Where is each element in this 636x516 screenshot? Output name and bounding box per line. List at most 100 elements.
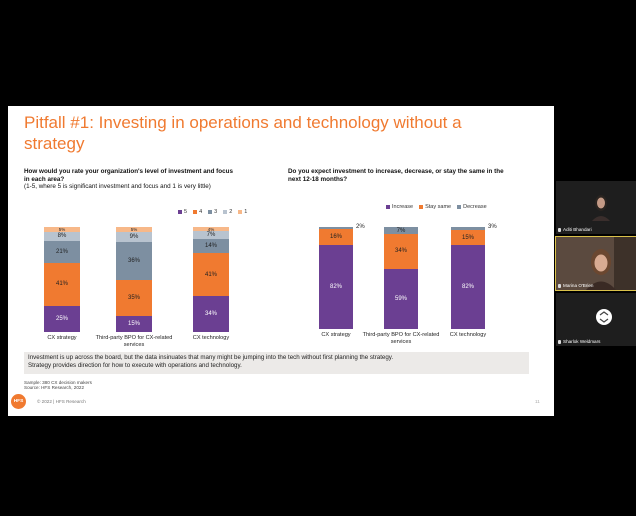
bar-segment: 4%: [193, 226, 229, 232]
shared-slide: Pitfall #1: Investing in operations and …: [8, 106, 554, 416]
legend-item: 1: [238, 209, 247, 215]
legend-swatch: [457, 205, 462, 209]
bar-segment: 2%: [319, 224, 365, 230]
insight-note-line2: Strategy provides direction for how to e…: [28, 362, 242, 369]
bar-segment: 59%: [384, 268, 418, 329]
data-label: 21%: [55, 248, 68, 255]
data-label: 82%: [461, 284, 474, 291]
legend-label: 2: [229, 209, 233, 215]
legend-item: 4: [193, 209, 202, 215]
stacked-bar: 82% 16% 2%: [319, 224, 365, 329]
participant-name: Sharlok Weldmars: [563, 339, 601, 344]
legend-swatch: [386, 205, 390, 209]
participant-video-icon: [556, 237, 636, 290]
data-label: 41%: [204, 271, 217, 278]
category-label: CX strategy: [321, 332, 351, 338]
sample-text: Sample: 380 CX decision makers: [24, 380, 92, 385]
mic-icon: [558, 227, 561, 232]
legend-swatch: [238, 210, 243, 214]
bar-segment: 15%: [451, 230, 485, 246]
data-label: 14%: [204, 242, 217, 249]
data-label: 35%: [127, 294, 140, 301]
data-label: 16%: [329, 234, 342, 241]
legend-item: 2: [223, 209, 232, 215]
stacked-bar: 15% 35% 36% 9% 5%: [116, 227, 152, 332]
participant-name: Marina O'Brien: [563, 283, 594, 288]
source-text: Source: HFS Research, 2022: [24, 385, 85, 391]
legend-label: Stay same: [425, 204, 452, 210]
participant-tile[interactable]: Marina O'Brien: [555, 236, 636, 291]
data-label: 5%: [130, 227, 138, 233]
data-label: 7%: [206, 231, 216, 238]
mic-icon: [558, 339, 561, 344]
legend-swatch: [178, 210, 182, 214]
legend-swatch: [419, 205, 424, 209]
category-label: CX technology: [449, 332, 487, 338]
participant-avatar-icon: [596, 309, 612, 325]
bar-segment: 15%: [116, 316, 152, 332]
data-label: 41%: [55, 281, 68, 288]
hfs-logo: HFS: [11, 394, 26, 409]
data-label: 34%: [204, 311, 217, 318]
legend-swatch: [208, 210, 213, 214]
stacked-bar: 82% 15% 3%: [451, 224, 497, 329]
category-label: Third-party BPO for CX-related services: [362, 332, 440, 345]
rating-chart: 25% 41% 21% 8% 5% CX strategy 15% 35% 36% 9% 5% Thi…: [24, 227, 244, 348]
insight-note: Investment is up across the board, but t…: [24, 352, 529, 374]
bar-segment: 5%: [44, 227, 80, 233]
participant-tile[interactable]: Sharlok Weldmars: [556, 293, 636, 346]
data-label: 15%: [127, 321, 140, 328]
page-number: 11: [535, 399, 540, 404]
stacked-bar: 34% 41% 14% 7% 4%: [193, 227, 229, 332]
legend-item: 3: [208, 209, 217, 215]
bar-segment: 41%: [193, 253, 229, 297]
bar-segment: 34%: [384, 234, 418, 269]
bar-segment: 3%: [451, 224, 497, 231]
bar-segment: 7%: [193, 231, 229, 239]
data-label: 2%: [356, 224, 365, 231]
bar-segment: 5%: [116, 227, 152, 233]
bar-segment: 35%: [116, 279, 152, 317]
stacked-bar: 25% 41% 21% 8% 5%: [44, 227, 80, 332]
category-label: Third-party BPO for CX-related services: [95, 335, 173, 348]
data-label: 9%: [129, 233, 139, 240]
data-label: 4%: [207, 226, 215, 232]
legend-swatch: [223, 210, 228, 214]
change-chart: 82% 16% 2% CX strategy 59% 34% 7% Third-party B…: [288, 224, 518, 345]
data-label: 15%: [461, 234, 474, 241]
category-label: CX technology: [192, 335, 230, 341]
stacked-bar: 59% 34% 7%: [384, 227, 418, 329]
legend-label: Increase: [392, 204, 414, 210]
participant-tile[interactable]: Aditi Bhandari: [556, 181, 636, 234]
data-label: 34%: [394, 248, 407, 255]
copyright-text: © 2022 | HFS Research: [37, 399, 86, 404]
right-question: Do you expect investment to increase, de…: [288, 168, 508, 183]
legend-label: 4: [199, 209, 203, 215]
bar-segment: 7%: [384, 227, 418, 235]
participant-name: Aditi Bhandari: [563, 227, 592, 232]
change-legend: Increase Stay same Decrease: [386, 204, 487, 210]
bar-segment: 8%: [44, 232, 80, 241]
mic-icon: [558, 283, 561, 288]
left-question-subtext: (1-5, where 5 is significant investment …: [24, 183, 211, 191]
bar-segment: 25%: [44, 305, 80, 332]
data-label: 7%: [396, 227, 406, 234]
bar-segment: 41%: [44, 262, 80, 306]
data-label: 82%: [329, 284, 342, 291]
data-label: 8%: [57, 233, 67, 240]
rating-legend: 5 4 3 2 1: [178, 209, 247, 215]
legend-label: 1: [244, 209, 248, 215]
left-question: How would you rate your organization's l…: [24, 168, 234, 191]
legend-item: Increase: [386, 204, 413, 210]
data-label: 25%: [55, 315, 68, 322]
legend-label: Decrease: [463, 204, 487, 210]
legend-item: Decrease: [457, 204, 487, 210]
bar-segment: 21%: [44, 240, 80, 263]
legend-item: Stay same: [419, 204, 451, 210]
legend-label: 3: [214, 209, 218, 215]
data-label: 5%: [58, 227, 66, 233]
bar-segment: 82%: [319, 245, 353, 329]
data-label: 3%: [488, 224, 497, 231]
slide-title: Pitfall #1: Investing in operations and …: [24, 113, 462, 153]
legend-item: 5: [178, 209, 187, 215]
